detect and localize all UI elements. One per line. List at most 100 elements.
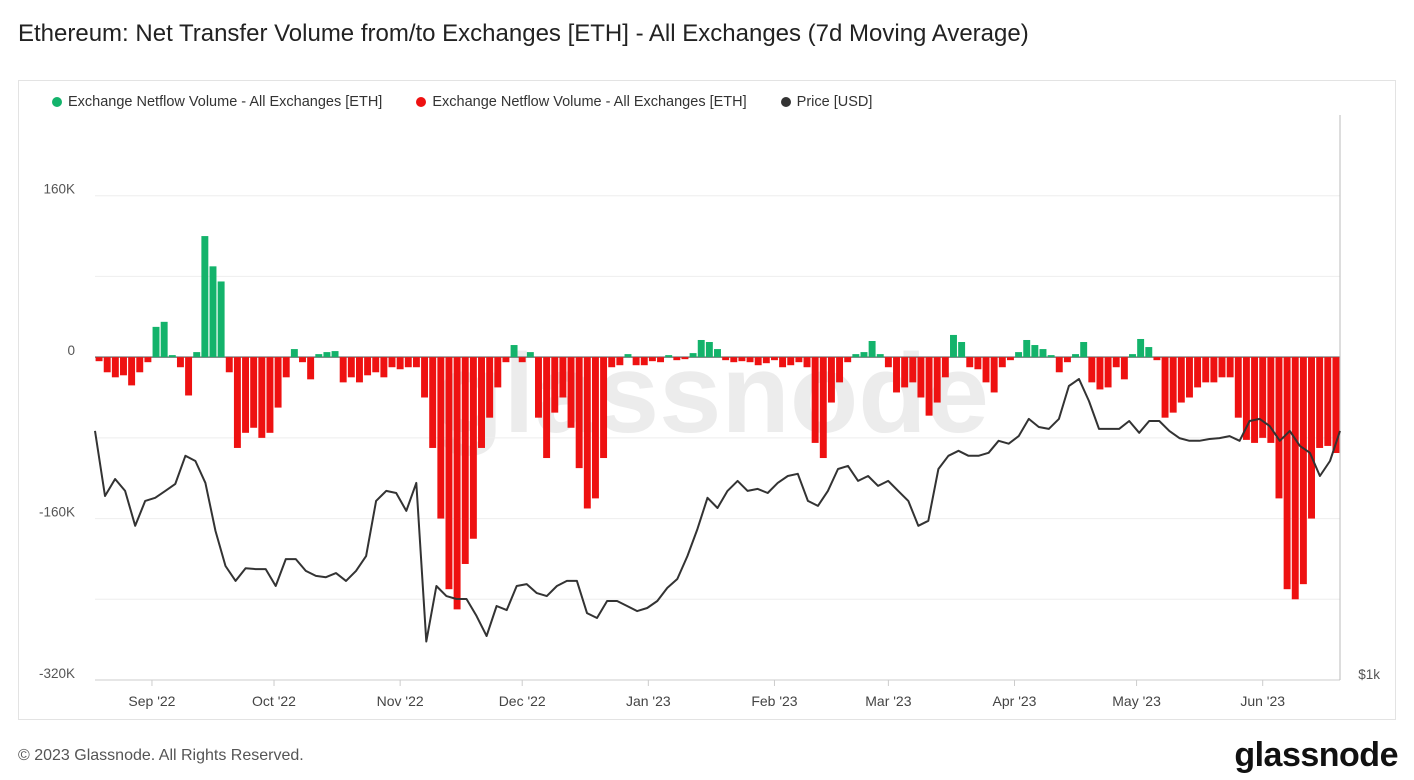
netflow-bars <box>95 236 1340 610</box>
netflow-bar-positive <box>1031 345 1039 358</box>
netflow-bar-negative <box>730 357 738 363</box>
netflow-bar-negative <box>266 357 274 433</box>
netflow-bar-negative <box>144 357 152 363</box>
axes: 160K 0 -160K -320K $1k Sep '22 Oct '22 Nov '22 D… <box>39 115 1380 709</box>
x-tick-label: Apr '23 <box>993 693 1037 709</box>
netflow-bar-negative <box>1006 357 1014 361</box>
netflow-bar-positive <box>868 341 876 358</box>
netflow-bar-negative <box>250 357 258 428</box>
netflow-bar-negative <box>1324 357 1332 446</box>
netflow-bar-positive <box>689 353 697 358</box>
x-tick-label: Nov '22 <box>377 693 424 709</box>
netflow-bar-positive <box>168 355 176 358</box>
netflow-bar-negative <box>1169 357 1177 413</box>
netflow-bar-negative <box>1153 357 1161 361</box>
netflow-bar-positive <box>958 342 966 358</box>
netflow-bar-negative <box>1112 357 1120 368</box>
netflow-bar-negative <box>461 357 469 564</box>
glassnode-logo[interactable]: glassnode <box>1234 736 1398 774</box>
netflow-bar-negative <box>1332 357 1340 453</box>
netflow-bar-negative <box>933 357 941 403</box>
netflow-bar-negative <box>404 357 412 368</box>
x-tick-label: Mar '23 <box>865 693 911 709</box>
netflow-bar-negative <box>1234 357 1242 418</box>
legend-item-price[interactable]: Price [USD] <box>780 94 872 110</box>
chart-frame <box>18 80 1396 720</box>
netflow-bar-negative <box>567 357 575 428</box>
netflow-bar-negative <box>673 357 681 361</box>
netflow-bar-negative <box>1251 357 1259 443</box>
netflow-bar-positive <box>950 334 957 358</box>
y-tick-label: -160K <box>39 505 75 520</box>
netflow-bar-negative <box>274 357 282 408</box>
netflow-bar-negative <box>770 357 778 361</box>
netflow-bar-positive <box>160 321 168 358</box>
netflow-bar-negative <box>1218 357 1226 378</box>
legend: Exchange Netflow Volume - All Exchanges … <box>52 94 872 110</box>
netflow-bar-positive <box>1023 339 1031 358</box>
netflow-bar-positive <box>1039 349 1047 358</box>
netflow-bar-negative <box>185 357 193 396</box>
x-tick-label: Oct '22 <box>252 693 296 709</box>
netflow-bar-negative <box>95 357 103 362</box>
netflow-bar-negative <box>811 357 819 443</box>
netflow-bar-negative <box>632 357 640 366</box>
netflow-bar-negative <box>1299 357 1307 585</box>
x-tick-label: Dec '22 <box>499 693 546 709</box>
netflow-bar-negative <box>925 357 933 416</box>
netflow-bar-positive <box>201 236 209 358</box>
netflow-bar-negative <box>1308 357 1315 519</box>
netflow-bar-negative <box>120 357 127 376</box>
netflow-bar-positive <box>1015 352 1023 358</box>
price-line <box>94 378 1341 643</box>
netflow-bar-negative <box>754 357 762 366</box>
netflow-bar-negative <box>884 357 892 368</box>
netflow-bar-negative <box>1177 357 1185 403</box>
netflow-bar-negative <box>421 357 429 398</box>
netflow-bar-negative <box>128 357 136 386</box>
netflow-bar-negative <box>502 357 510 363</box>
netflow-bar-negative <box>380 357 388 378</box>
legend-label: Exchange Netflow Volume - All Exchanges … <box>68 94 383 110</box>
netflow-bar-negative <box>779 357 787 368</box>
x-tick-label: May '23 <box>1112 693 1161 709</box>
netflow-bar-positive <box>860 352 868 358</box>
netflow-bar-negative <box>551 357 559 413</box>
netflow-bar-negative <box>339 357 347 383</box>
netflow-bar-negative <box>486 357 494 418</box>
netflow-bar-negative <box>787 357 795 366</box>
legend-item-netflow-negative[interactable]: Exchange Netflow Volume - All Exchanges … <box>416 94 747 110</box>
legend-item-netflow-positive[interactable]: Exchange Netflow Volume - All Exchanges … <box>52 94 382 110</box>
netflow-bar-negative <box>762 357 770 364</box>
chart-title: Ethereum: Net Transfer Volume from/to Ex… <box>18 20 1029 47</box>
netflow-bar-negative <box>1088 357 1096 383</box>
netflow-bar-negative <box>437 357 445 519</box>
netflow-bar-negative <box>990 357 998 393</box>
netflow-bar-negative <box>282 357 290 378</box>
netflow-bar-negative <box>722 357 730 361</box>
netflow-bar-positive <box>209 266 217 358</box>
netflow-bar-negative <box>1055 357 1063 373</box>
netflow-bar-negative <box>893 357 900 393</box>
legend-label: Exchange Netflow Volume - All Exchanges … <box>432 94 747 110</box>
netflow-bar-negative <box>225 357 233 373</box>
netflow-bar-negative <box>355 357 363 383</box>
legend-red-dot-icon <box>416 97 427 107</box>
netflow-bar-negative <box>1275 357 1283 499</box>
netflow-bar-negative <box>242 357 250 433</box>
netflow-bar-positive <box>1047 355 1055 358</box>
x-tick-label: Jan '23 <box>626 693 671 709</box>
netflow-bar-negative <box>453 357 461 610</box>
netflow-bar-negative <box>429 357 437 448</box>
legend-black-dot-icon <box>780 97 791 107</box>
netflow-bar-negative <box>1063 357 1071 363</box>
netflow-bar-negative <box>1242 357 1250 440</box>
y-tick-label: 160K <box>43 182 75 197</box>
netflow-bar-negative <box>299 357 306 363</box>
netflow-bar-negative <box>1120 357 1128 380</box>
netflow-bar-positive <box>714 349 721 358</box>
netflow-bar-negative <box>176 357 184 368</box>
netflow-bar-negative <box>941 357 949 378</box>
netflow-bar-negative <box>681 357 689 360</box>
netflow-bar-positive <box>876 354 884 358</box>
